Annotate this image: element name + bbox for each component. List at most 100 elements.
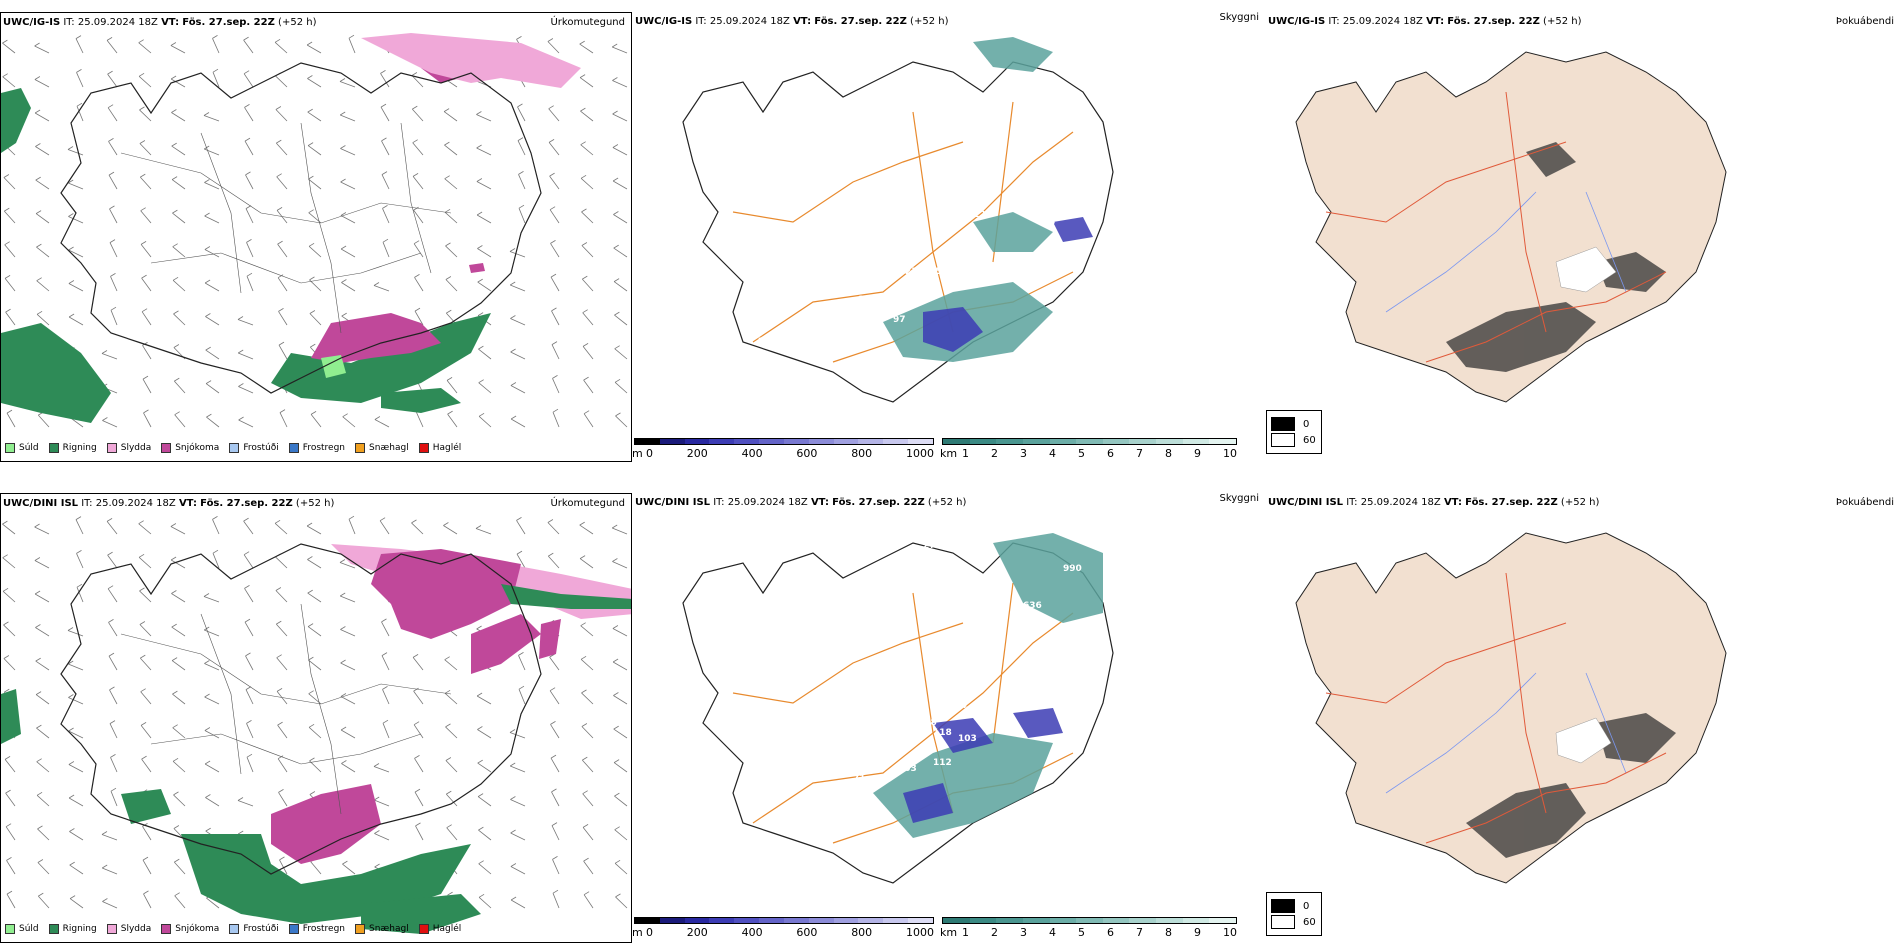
vt-value: Fös. 27.sep. 22Z [1465, 497, 1558, 508]
wind-barb-flag [5, 308, 11, 313]
wind-barb [579, 558, 594, 569]
panel-header: UWC/DINI ISL IT: 25.09.2024 18Z VT: Fös.… [635, 493, 1263, 511]
wind-barb-flag [446, 790, 452, 795]
wind-barb-flag [516, 550, 523, 555]
colorbar-segment [908, 439, 933, 444]
tick: 9 [1194, 447, 1201, 460]
swatch [106, 443, 117, 453]
wind-barb [276, 176, 288, 190]
wind-barb [68, 764, 84, 773]
colorbar-segment [1129, 439, 1157, 444]
wind-barb-flag [171, 590, 177, 594]
legend-label: Haglél [432, 443, 462, 453]
wind-barb [109, 242, 118, 258]
colorbar-segment [1076, 918, 1103, 923]
colorbar-segment [1209, 918, 1237, 923]
cloud-panel-top: UWC/IG-IS IT: 25.09.2024 18Z VT: Fös. 27… [1266, 12, 1900, 462]
legend-item: Snæhagl [355, 443, 409, 453]
wind-barb-flag [340, 659, 346, 664]
tick: 1 [962, 926, 969, 939]
vt-value: Fös. 27.sep. 22Z [1447, 16, 1540, 27]
wind-barb-flag [110, 754, 116, 758]
wind-barb-flag [203, 593, 210, 597]
wind-barb [445, 726, 458, 739]
wind-barb [547, 522, 560, 535]
wind-barb-flag [413, 687, 419, 692]
wind-barb-flag [339, 78, 346, 82]
vt-label: VT: [1443, 497, 1462, 508]
visibility-panel-bottom: UWC/DINI ISL IT: 25.09.2024 18Z VT: Fös.… [633, 493, 1265, 943]
wind-barb [308, 246, 322, 258]
wind-barb-flag [4, 275, 11, 279]
wind-barb-flag [204, 212, 210, 217]
wind-barb-flag [339, 111, 346, 116]
wind-barb [614, 795, 628, 807]
visibility-value: 150 [843, 335, 862, 345]
cloud-legend-top: 0 60 [1266, 410, 1322, 454]
visibility-value: 108 [918, 718, 937, 728]
visibility-unit: km [940, 926, 958, 939]
wind-barb-flag [243, 551, 250, 556]
wind-barb-flag [476, 692, 483, 697]
wind-barb [174, 380, 186, 394]
roads [1325, 572, 1667, 844]
wind-barb-flag [374, 416, 381, 420]
wind-barb [374, 833, 390, 841]
wind-barb [140, 657, 152, 671]
wind-barb-flag [174, 892, 180, 897]
wind-barb-flag [107, 104, 114, 109]
wind-barb-flag [307, 556, 313, 560]
tick: 4 [1049, 447, 1056, 460]
wind-barb [583, 860, 594, 875]
wind-barb-flag [4, 207, 10, 212]
cloud-map [1295, 51, 1727, 403]
cloud-legend-label: 0 [1303, 418, 1310, 430]
wind-barb-flag [75, 35, 82, 39]
wind-barb [245, 689, 254, 705]
wind-barb [35, 694, 50, 705]
wind-barb [550, 276, 560, 292]
wind-barb-flag [412, 105, 418, 110]
wind-barb-flag [171, 623, 177, 628]
legend-label: Snæhagl [369, 443, 409, 453]
snow-areas [271, 549, 561, 864]
wind-barb-flag [307, 623, 314, 627]
wind-barb [143, 412, 152, 428]
tick: 9 [1194, 926, 1201, 939]
wind-barb-flag [3, 621, 9, 626]
wind-barb-flag [475, 525, 482, 529]
wind-barb-flag [68, 794, 75, 799]
wind-barb-flag [412, 173, 419, 177]
wind-barb [374, 799, 390, 807]
it-value: 25.09.2024 18Z [95, 498, 176, 509]
wind-barb-flag [141, 274, 147, 279]
wind-barb-flag [549, 206, 556, 211]
wind-barb [517, 140, 526, 156]
wind-barb [76, 72, 84, 88]
wind-barb [583, 894, 594, 909]
wind-barb-flag [69, 828, 75, 832]
it-value: 25.09.2024 18Z [77, 17, 158, 28]
tick: 1000 [905, 926, 934, 939]
wind-barb [307, 78, 322, 88]
wind-barb-flag [107, 70, 113, 75]
colorbar-segment [734, 918, 760, 923]
visibility-value: 81 [813, 768, 826, 778]
elevation-scale-bottom: 0 200 400 600 800 1000 m [632, 917, 934, 939]
wind-barb [107, 73, 118, 88]
wind-barb [204, 249, 220, 258]
tick: 1 [962, 447, 969, 460]
it-label: IT: [1346, 497, 1358, 508]
wind-barb-flag [379, 517, 386, 522]
legend-label: Frostúði [243, 443, 279, 453]
panel-header: UWC/DINI ISL IT: 25.09.2024 18Z VT: Fös.… [3, 498, 629, 512]
wind-barb-flag [613, 759, 620, 763]
wind-barb [477, 729, 492, 739]
wind-barb-flag [580, 174, 587, 179]
wind-barb-flag [69, 861, 75, 866]
wind-barb [173, 794, 186, 807]
wind-barb [614, 829, 628, 841]
wind-barb-flag [36, 724, 42, 729]
wind-barb-flag [581, 208, 587, 213]
wind-barb [204, 763, 220, 773]
